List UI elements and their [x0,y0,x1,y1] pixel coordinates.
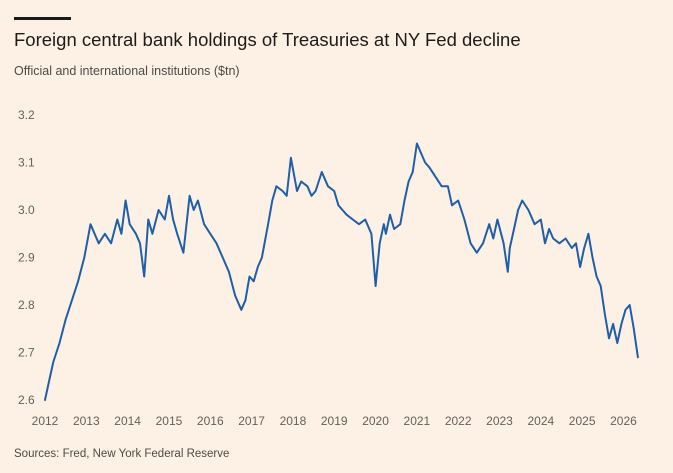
source-note: Sources: Fred, New York Federal Reserve [14,448,230,460]
x-tick-label: 2013 [73,414,100,428]
chart-subtitle: Official and international institutions … [14,64,240,78]
x-tick-label: 2022 [445,414,472,428]
x-tick-label: 2012 [32,414,59,428]
y-tick-label: 3.1 [18,156,35,170]
x-tick-label: 2026 [610,414,637,428]
x-tick-label: 2021 [404,414,431,428]
title-accent-bar [14,17,71,20]
y-tick-label: 3.0 [18,203,35,217]
x-tick-label: 2024 [527,414,554,428]
y-tick-label: 2.7 [18,346,35,360]
x-tick-label: 2015 [156,414,183,428]
x-tick-label: 2014 [114,414,141,428]
x-tick-label: 2017 [238,414,265,428]
y-tick-label: 2.8 [18,298,35,312]
x-tick-label: 2025 [569,414,596,428]
x-tick-label: 2016 [197,414,224,428]
x-tick-label: 2018 [280,414,307,428]
x-tick-label: 2023 [486,414,513,428]
x-tick-label: 2019 [321,414,348,428]
x-tick-label: 2020 [362,414,389,428]
y-tick-label: 3.2 [18,108,35,122]
y-tick-label: 2.9 [18,251,35,265]
chart-title: Foreign central bank holdings of Treasur… [14,29,521,50]
series-line [44,142,639,401]
y-tick-label: 2.6 [18,393,35,407]
